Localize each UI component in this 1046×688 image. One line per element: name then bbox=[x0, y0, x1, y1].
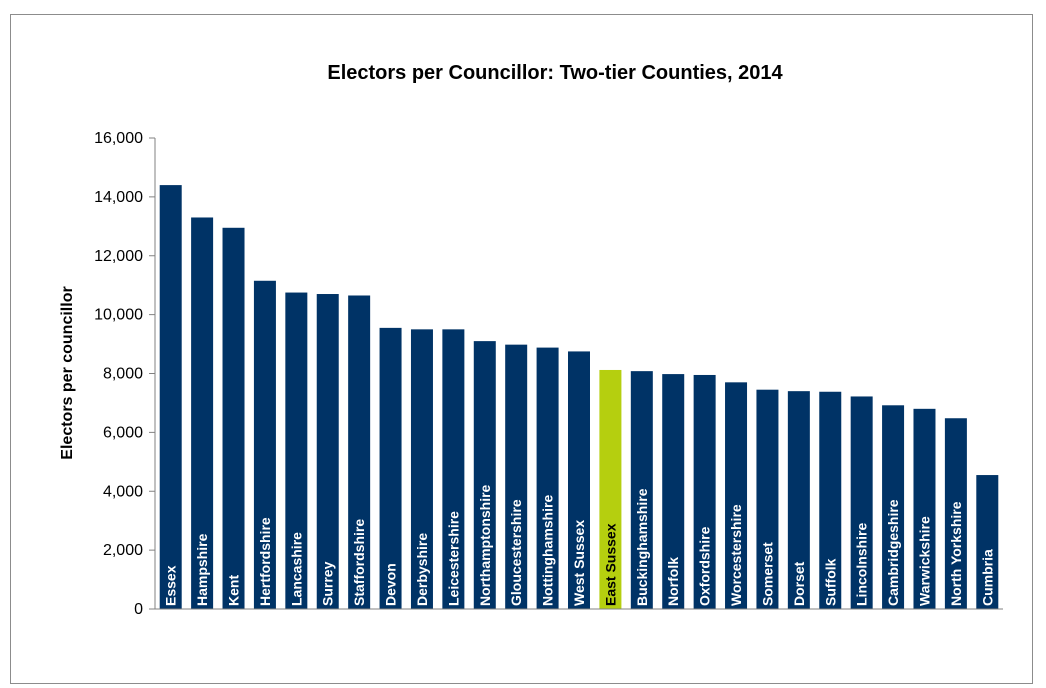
bar bbox=[725, 382, 748, 609]
bar-label: Essex bbox=[163, 565, 179, 606]
bar bbox=[253, 280, 276, 609]
bar-label: East Sussex bbox=[602, 523, 618, 606]
y-tick-label: 16,000 bbox=[94, 130, 143, 147]
bar-label: Oxfordshire bbox=[697, 526, 713, 606]
bar-label: Nottinghamshire bbox=[540, 495, 556, 606]
bar bbox=[222, 227, 245, 610]
bar-label: West Sussex bbox=[571, 520, 587, 606]
bar bbox=[599, 369, 622, 609]
bar-label: Lincolnshire bbox=[854, 523, 870, 606]
bar-label: Buckinghamshire bbox=[634, 488, 650, 606]
bar-label: Cumbria bbox=[979, 549, 995, 606]
bar-label: Surrey bbox=[320, 561, 336, 606]
bar bbox=[976, 475, 999, 609]
y-tick-label: 6,000 bbox=[103, 424, 143, 441]
bar-label: Hertfordshire bbox=[257, 517, 273, 606]
bar bbox=[882, 405, 905, 609]
bar bbox=[913, 408, 936, 609]
bar-label: Staffordshire bbox=[351, 519, 367, 606]
chart-title: Electors per Councillor: Two-tier Counti… bbox=[327, 62, 783, 84]
bar-label: Dorset bbox=[791, 561, 807, 606]
bar-label: Cambridgeshire bbox=[885, 499, 901, 606]
y-axis-ticks: 0 2,000 4,000 6,000 8,000 10,000 12,000 14,000 1… bbox=[94, 130, 155, 618]
bar-label: Suffolk bbox=[822, 558, 838, 606]
y-tick-label: 12,000 bbox=[94, 248, 143, 265]
bar bbox=[442, 329, 465, 609]
bar-label: Northamptonshire bbox=[477, 484, 493, 606]
bar-label: Warwickshire bbox=[916, 516, 932, 606]
y-tick-label: 10,000 bbox=[94, 307, 143, 324]
y-tick-label: 8,000 bbox=[103, 366, 143, 383]
bar-label: Lancashire bbox=[288, 532, 304, 606]
bar-labels: Essex Hampshire Kent Hertfordshire Lancashir… bbox=[163, 484, 996, 606]
bar bbox=[505, 344, 528, 609]
bar bbox=[159, 185, 182, 609]
bar bbox=[410, 329, 433, 609]
y-tick-label: 14,000 bbox=[94, 189, 143, 206]
bar-label: Somerset bbox=[759, 542, 775, 606]
bar bbox=[348, 295, 371, 609]
bar bbox=[536, 347, 559, 609]
bar bbox=[787, 391, 810, 609]
y-axis-label: Electors per councillor bbox=[59, 286, 76, 459]
bar-label: Norfolk bbox=[665, 557, 681, 606]
bar bbox=[819, 391, 842, 609]
bar-label: Worcestershire bbox=[728, 504, 744, 606]
bar bbox=[630, 371, 653, 609]
bar-label: Hampshire bbox=[194, 533, 210, 606]
bar-label: Gloucestershire bbox=[508, 499, 524, 606]
bar bbox=[850, 396, 873, 609]
bar-label: Derbyshire bbox=[414, 533, 430, 606]
bar bbox=[285, 292, 308, 609]
bar bbox=[568, 351, 590, 609]
bar-label: Leicestershire bbox=[445, 511, 461, 606]
bar bbox=[756, 389, 779, 609]
bar bbox=[316, 294, 339, 609]
bar bbox=[379, 327, 402, 609]
bar bbox=[944, 418, 967, 609]
bar bbox=[693, 374, 716, 609]
bar bbox=[473, 341, 496, 609]
y-tick-label: 4,000 bbox=[103, 483, 143, 500]
bars bbox=[159, 185, 999, 610]
y-tick-label: 2,000 bbox=[103, 542, 143, 559]
bar bbox=[191, 217, 214, 609]
bar-label: Kent bbox=[226, 575, 242, 606]
bar bbox=[662, 374, 685, 609]
bar-label: North Yorkshire bbox=[948, 501, 964, 606]
y-tick-label: 0 bbox=[134, 601, 143, 618]
bar-label: Devon bbox=[383, 563, 399, 606]
